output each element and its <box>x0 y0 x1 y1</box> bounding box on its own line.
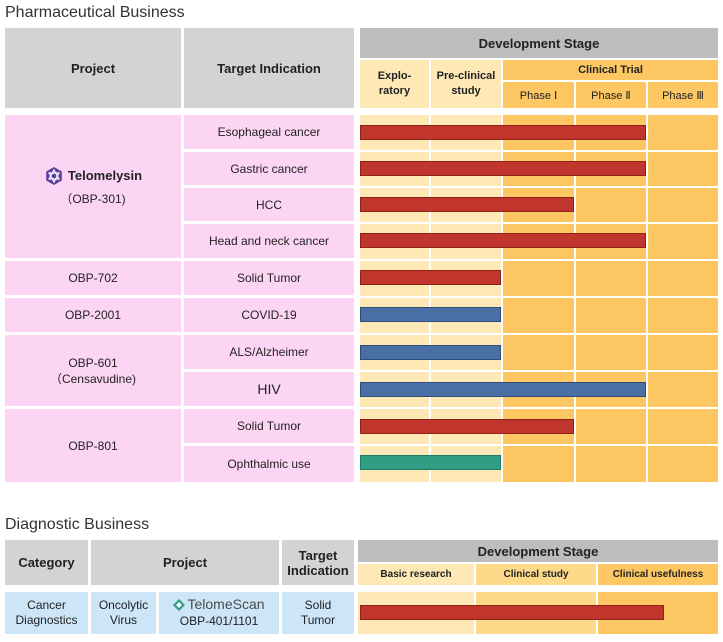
telomescan-logo: TelomeScan <box>173 596 265 612</box>
diag-progress-bar <box>360 605 664 620</box>
indication-cell: ALS/Alzheimer <box>184 335 354 369</box>
header-phase-2: Phase Ⅱ <box>576 82 646 108</box>
diag-header-clinical-usefulness: Clinical usefulness <box>598 564 718 585</box>
telomelysin-icon <box>46 167 62 185</box>
progress-bar-obp801-solid <box>360 419 574 434</box>
project-obp-801: OBP-801 <box>5 409 181 482</box>
project-telomelysin: Telomelysin （OBP-301) <box>5 115 181 258</box>
header-target-indication: Target Indication <box>184 28 354 108</box>
row-divider <box>360 444 718 446</box>
pharma-section-title: Pharmaceutical Business <box>5 4 185 21</box>
telomelysin-logo-text: Telomelysin <box>67 168 143 183</box>
progress-bar-als <box>360 345 501 360</box>
progress-bar-ophthalmic <box>360 455 501 470</box>
header-preclinical: Pre-clinical study <box>431 60 501 108</box>
telomescan-icon <box>173 598 186 611</box>
indication-cell: Solid Tumor <box>184 261 354 295</box>
indication-cell: Esophageal cancer <box>184 115 354 149</box>
indication-cell: Ophthalmic use <box>184 446 354 482</box>
project-obp-702: OBP-702 <box>5 261 181 295</box>
telomelysin-logo: Telomelysin <box>44 166 142 186</box>
header-development-stage: Development Stage <box>360 28 718 58</box>
progress-bar-covid <box>360 307 501 322</box>
diag-section-title: Diagnostic Business <box>5 516 150 533</box>
diag-indication-cell: Solid Tumor <box>282 592 354 634</box>
diag-header-clinical-study: Clinical study <box>476 564 596 585</box>
diag-type-cell: Oncolytic Virus <box>91 592 156 634</box>
row-divider <box>360 222 718 224</box>
indication-cell: Gastric cancer <box>184 152 354 185</box>
header-clinical-trial: Clinical Trial <box>503 60 718 80</box>
progress-bar-head-neck <box>360 233 646 248</box>
row-divider <box>360 333 718 335</box>
header-project: Project <box>5 28 181 108</box>
diag-project-cell: TelomeScan OBP-401/1101 <box>159 592 279 634</box>
indication-cell: HCC <box>184 188 354 221</box>
progress-bar-hcc <box>360 197 574 212</box>
indication-cell: HIV <box>184 372 354 406</box>
project-name: OBP-601 <box>68 355 118 370</box>
diag-project-code: OBP-401/1101 <box>179 614 259 628</box>
header-phase-1: Phase Ⅰ <box>503 82 574 108</box>
row-divider <box>360 296 718 298</box>
diag-header-development-stage: Development Stage <box>358 540 718 562</box>
header-exploratory: Explo- ratory <box>360 60 429 108</box>
project-code: （OBP-301) <box>60 192 126 206</box>
diag-header-basic-research: Basic research <box>358 564 474 585</box>
project-obp-601: OBP-601 （Censavudine) <box>5 335 181 406</box>
indication-cell: COVID-19 <box>184 298 354 332</box>
row-divider <box>360 186 718 188</box>
row-divider <box>360 407 718 409</box>
progress-bar-hiv <box>360 382 646 397</box>
indication-cell: Head and neck cancer <box>184 224 354 258</box>
progress-bar-obp702 <box>360 270 501 285</box>
row-divider <box>360 370 718 372</box>
header-phase-3: Phase Ⅲ <box>648 82 718 108</box>
progress-bar-gastric <box>360 161 646 176</box>
progress-bar-esophageal <box>360 125 646 140</box>
diag-header-target: Target Indication <box>282 540 354 585</box>
diag-header-project: Project <box>91 540 279 585</box>
project-subname: （Censavudine) <box>49 371 137 386</box>
diag-header-category: Category <box>5 540 88 585</box>
row-divider <box>360 150 718 152</box>
diag-category-cell: Cancer Diagnostics <box>5 592 88 634</box>
project-obp-2001: OBP-2001 <box>5 298 181 332</box>
row-divider <box>360 259 718 261</box>
indication-cell: Solid Tumor <box>184 409 354 443</box>
telomescan-logo-text: TelomeScan <box>187 596 265 612</box>
stage-column-phase-2 <box>576 115 646 482</box>
stage-column-phase-3 <box>648 115 718 482</box>
